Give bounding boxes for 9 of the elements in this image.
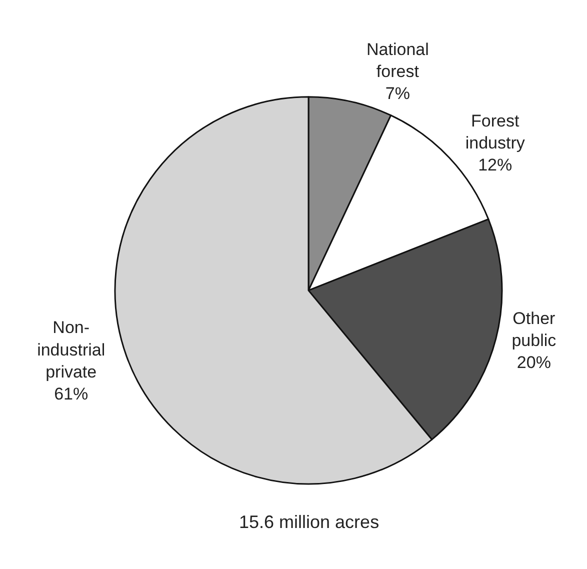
data-label: 12% bbox=[478, 156, 512, 175]
data-label: 20% bbox=[516, 353, 551, 372]
slice-label: Other public bbox=[512, 308, 557, 350]
text: 15.6 million acres bbox=[239, 512, 380, 532]
slice-label: Non-industrial private bbox=[37, 318, 106, 382]
data-label: 61% bbox=[54, 384, 88, 404]
data-label: 7% bbox=[385, 84, 410, 104]
slice-label: Forest industry bbox=[465, 112, 526, 153]
slice-label: National forest bbox=[366, 40, 429, 81]
